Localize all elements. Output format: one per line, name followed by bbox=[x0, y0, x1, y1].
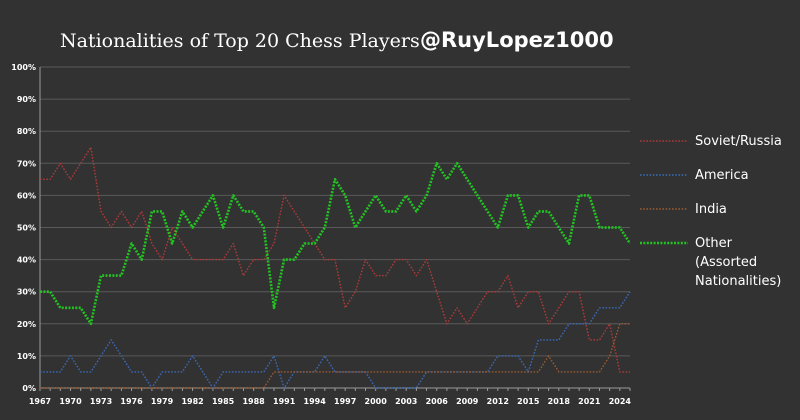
x-axis-ticks: 1967 1970 1973 1976 1979 1982 1985 1988 1991 1994… bbox=[29, 397, 632, 406]
series-line bbox=[40, 146, 630, 373]
series-line bbox=[40, 162, 632, 326]
x-tick-label: 1976 bbox=[120, 397, 143, 406]
y-tick-label: 50% bbox=[17, 224, 36, 233]
y-tick-label: 60% bbox=[17, 191, 36, 200]
x-tick-label: 1979 bbox=[151, 397, 174, 406]
legend-label: Nationalities) bbox=[695, 274, 781, 289]
x-tick-label: 2021 bbox=[578, 397, 601, 406]
x-tick-label: 1994 bbox=[304, 397, 327, 406]
series-line bbox=[40, 291, 631, 389]
grid-lines bbox=[40, 66, 630, 357]
y-tick-label: 70% bbox=[17, 159, 36, 168]
x-tick-label: 1997 bbox=[334, 397, 356, 406]
legend-label: America bbox=[695, 168, 749, 183]
x-tick-label: 2015 bbox=[517, 397, 540, 406]
x-tick-label: 1970 bbox=[59, 397, 82, 406]
x-tick-label: 1985 bbox=[212, 397, 235, 406]
x-tick-label: 2006 bbox=[426, 397, 449, 406]
y-tick-label: 20% bbox=[17, 320, 36, 329]
x-tick-label: 1982 bbox=[181, 397, 203, 406]
y-tick-label: 80% bbox=[17, 127, 36, 136]
y-tick-label: 100% bbox=[11, 63, 36, 72]
legend-label: Soviet/Russia bbox=[695, 134, 782, 149]
legend-label: India bbox=[695, 202, 727, 217]
author-handle: @RuyLopez1000 bbox=[420, 28, 614, 52]
x-tick-label: 2000 bbox=[365, 397, 388, 406]
legend-label: Other bbox=[695, 236, 733, 251]
x-tick-label: 1991 bbox=[273, 397, 296, 406]
axes bbox=[39, 67, 631, 391]
x-tick-label: 2018 bbox=[548, 397, 571, 406]
y-tick-label: 10% bbox=[17, 352, 36, 361]
y-tick-label: 40% bbox=[17, 256, 36, 265]
series-lines bbox=[40, 146, 632, 389]
legend-label: (Assorted bbox=[695, 255, 757, 270]
chart-title: Nationalities of Top 20 Chess Players bbox=[60, 30, 420, 52]
x-tick-label: 1988 bbox=[242, 397, 265, 406]
y-tick-label: 90% bbox=[17, 95, 36, 104]
y-tick-label: 30% bbox=[17, 288, 36, 297]
series-line bbox=[40, 323, 630, 389]
legend: Soviet/Russia America India Other (Assorted N… bbox=[640, 134, 782, 289]
x-tick-label: 2003 bbox=[395, 397, 417, 406]
x-tick-label: 2009 bbox=[456, 397, 479, 406]
y-tick-label: 0% bbox=[22, 384, 36, 393]
x-tick-label: 1967 bbox=[29, 397, 51, 406]
x-tick-label: 2012 bbox=[487, 397, 509, 406]
x-tick-label: 1973 bbox=[90, 397, 112, 406]
x-tick-label: 2024 bbox=[609, 397, 632, 406]
y-axis-ticks: 0% 10% 20% 30% 40% 50% 60% 70% 80% 90% 100% bbox=[11, 63, 36, 393]
